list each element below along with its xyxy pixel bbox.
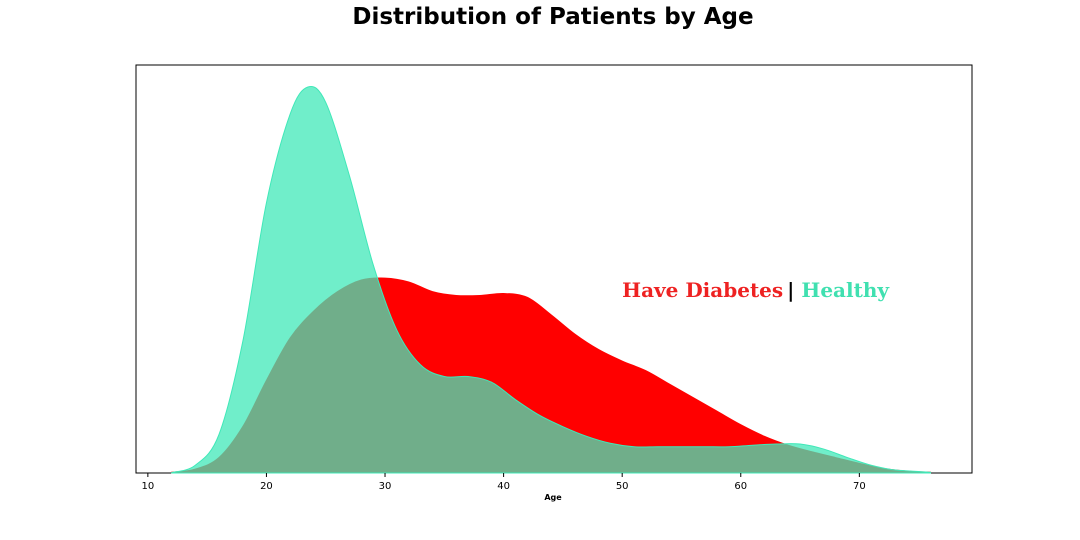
- x-axis-label: Age: [544, 493, 562, 502]
- legend-separator: |: [787, 278, 801, 302]
- legend-entry-healthy: Healthy: [801, 278, 890, 302]
- series-layer: [171, 86, 931, 474]
- chart-title: Distribution of Patients by Age: [352, 4, 754, 30]
- x-tick-label: 40: [497, 481, 510, 492]
- x-tick-label: 10: [141, 481, 154, 492]
- x-tick-label: 50: [616, 481, 629, 492]
- x-tick-label: 30: [379, 481, 392, 492]
- legend: Have Diabetes | Healthy: [622, 278, 890, 302]
- area-healthy: [171, 86, 931, 474]
- x-axis-ticks: 10 20 30 40 50 60 70: [141, 473, 866, 492]
- x-tick-label: 70: [853, 481, 866, 492]
- x-tick-label: 20: [260, 481, 273, 492]
- x-tick-label: 60: [734, 481, 747, 492]
- legend-entry-have-diabetes: Have Diabetes: [622, 278, 783, 302]
